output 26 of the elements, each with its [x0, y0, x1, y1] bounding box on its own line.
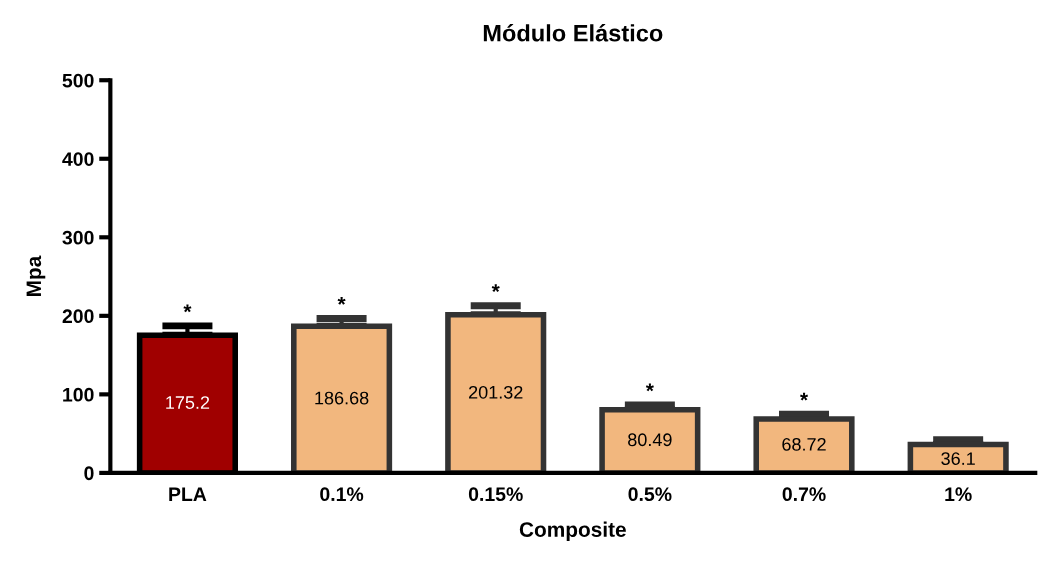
y-tick-label: 500: [62, 73, 94, 88]
y-tick-label: 0: [84, 466, 94, 481]
data-label: 68.72: [782, 437, 826, 451]
x-tick-label: 0.7%: [782, 487, 826, 502]
x-tick-label: 1%: [945, 487, 972, 502]
x-tick-label: 0.15%: [468, 487, 523, 502]
x-axis-title: Composite: [519, 521, 626, 542]
y-tick-label: 100: [63, 387, 94, 402]
chart-title: Módulo Elástico: [483, 24, 663, 42]
y-tick-label: 400: [62, 152, 94, 166]
x-tick-label: 0.5%: [628, 487, 672, 502]
annotation: *: [491, 284, 500, 293]
data-label: 36.1: [941, 452, 975, 465]
annotation: *: [800, 392, 809, 401]
data-label: 80.49: [628, 433, 672, 447]
y-tick-label: 200: [62, 309, 94, 324]
annotation: *: [183, 304, 192, 313]
data-label: 186.68: [315, 391, 369, 405]
data-label: 175.2: [166, 396, 210, 409]
data-label: 201.32: [469, 385, 523, 399]
y-axis-title: Mpa: [26, 255, 46, 297]
y-tick-label: 300: [62, 230, 94, 245]
annotation: *: [645, 383, 654, 392]
x-tick-label: 0.1%: [320, 487, 364, 502]
x-tick-label: PLA: [169, 487, 207, 501]
annotation: *: [337, 297, 346, 305]
